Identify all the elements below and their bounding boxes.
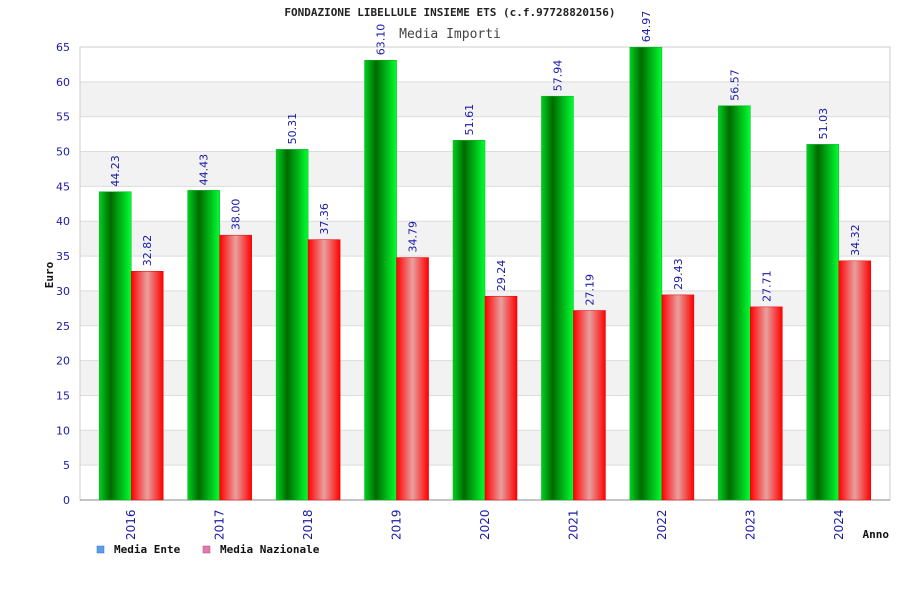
bar-media-ente-2020 — [452, 140, 486, 501]
y-tick-label: 15 — [56, 389, 70, 402]
y-tick-label: 5 — [63, 459, 70, 472]
y-tick-label: 10 — [56, 424, 70, 437]
bar-media-ente-2021 — [541, 95, 574, 501]
y-tick-label: 60 — [56, 76, 70, 89]
bar-media-ente-2022 — [629, 46, 663, 501]
data-labels: 44.23 32.82 44.43 38.00 50.31 37.36 63.10 34.79… — [109, 11, 862, 306]
bar-media-ente-2016 — [98, 191, 132, 501]
chart-title: FONDAZIONE LIBELLULE INSIEME ETS (c.f.97… — [284, 6, 615, 19]
y-tick-label: 65 — [56, 41, 70, 54]
y-tick-label: 40 — [56, 215, 70, 228]
data-label: 51.61 — [463, 104, 476, 136]
x-axis-label: Anno — [863, 528, 890, 541]
x-tick-label: 2019 — [390, 509, 404, 540]
data-label: 56.57 — [728, 69, 741, 101]
data-label: 44.43 — [198, 154, 211, 186]
data-label: 29.24 — [495, 260, 508, 292]
x-axis: 2016 2017 2018 2019 2020 2021 2022 2023 2024 — [124, 509, 846, 540]
bar-media-nazionale-2023 — [750, 306, 783, 501]
data-label: 51.03 — [817, 108, 830, 140]
y-tick-label: 45 — [56, 180, 70, 193]
data-label: 44.23 — [109, 155, 122, 187]
data-label: 50.31 — [286, 113, 299, 145]
data-label: 27.19 — [583, 274, 596, 306]
legend-label-media-ente: Media Ente — [114, 543, 181, 556]
bar-media-nazionale-2018 — [307, 239, 341, 501]
data-label: 38.00 — [230, 199, 243, 231]
bar-media-ente-2023 — [718, 105, 751, 501]
data-label: 64.97 — [640, 11, 653, 43]
data-label: 63.10 — [375, 24, 388, 56]
y-tick-label: 20 — [56, 355, 70, 368]
data-label: 34.79 — [407, 221, 420, 253]
data-label: 29.43 — [672, 258, 685, 290]
bar-media-nazionale-2016 — [130, 271, 164, 501]
data-label: 57.94 — [551, 60, 564, 92]
legend-label-media-nazionale: Media Nazionale — [220, 543, 320, 556]
bar-media-nazionale-2019 — [396, 257, 429, 501]
data-label: 32.82 — [141, 235, 154, 267]
bar-media-ente-2017 — [187, 190, 220, 501]
x-tick-label: 2022 — [655, 509, 669, 540]
bar-media-ente-2019 — [364, 59, 397, 501]
bars — [98, 46, 872, 501]
legend-swatch-media-ente — [96, 545, 105, 554]
bar-media-nazionale-2024 — [838, 260, 872, 501]
y-tick-label: 55 — [56, 111, 70, 124]
x-tick-label: 2023 — [743, 509, 757, 540]
x-tick-label: 2020 — [478, 509, 492, 540]
y-axis-label: Euro — [43, 261, 56, 288]
y-tick-label: 25 — [56, 320, 70, 333]
x-tick-label: 2017 — [213, 509, 227, 540]
chart-subtitle: Media Importi — [399, 27, 501, 42]
x-tick-label: 2018 — [301, 509, 315, 540]
grid-band — [80, 81, 890, 117]
legend-swatch-media-nazionale — [202, 545, 211, 554]
bar-media-nazionale-2017 — [219, 234, 252, 501]
y-tick-label: 0 — [63, 494, 70, 507]
data-label: 27.71 — [760, 270, 773, 302]
bar-media-ente-2018 — [275, 149, 309, 501]
x-tick-label: 2024 — [832, 509, 846, 540]
y-tick-label: 35 — [56, 250, 70, 263]
y-tick-label: 30 — [56, 285, 70, 298]
x-tick-label: 2016 — [124, 509, 138, 540]
legend: Media Ente Media Nazionale — [96, 543, 320, 556]
y-axis: 0 5 10 15 20 25 30 35 40 45 50 55 60 65 — [56, 41, 70, 507]
bar-media-nazionale-2021 — [573, 310, 606, 501]
bar-media-ente-2024 — [806, 144, 840, 501]
data-label: 34.32 — [849, 224, 862, 256]
x-tick-label: 2021 — [566, 509, 580, 540]
y-tick-label: 50 — [56, 146, 70, 159]
data-label: 37.36 — [318, 203, 331, 235]
bar-media-nazionale-2020 — [484, 295, 518, 501]
bar-media-nazionale-2022 — [661, 294, 695, 501]
